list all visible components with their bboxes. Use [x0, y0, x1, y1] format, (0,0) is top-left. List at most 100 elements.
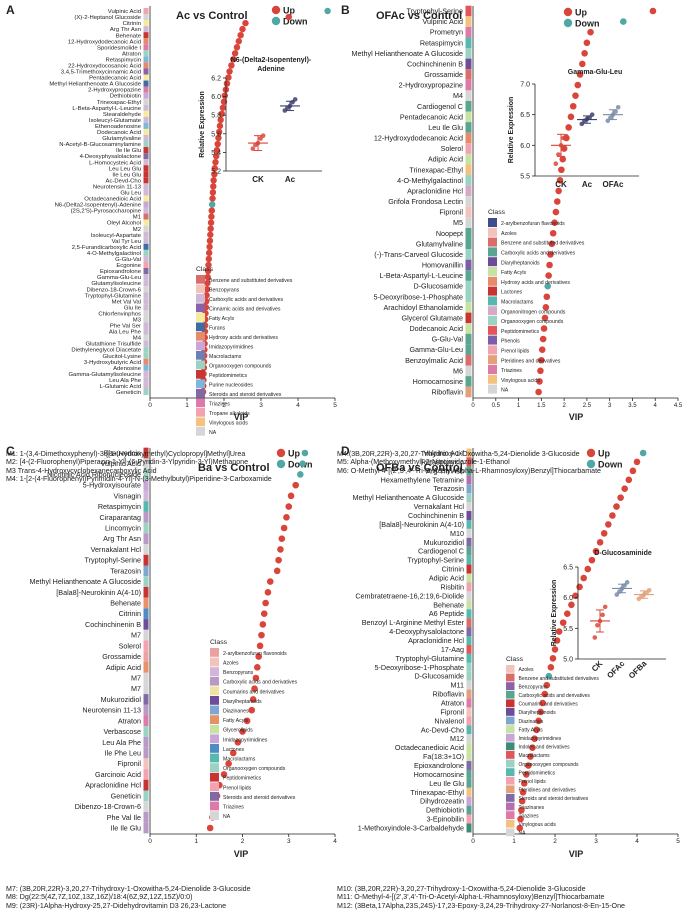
inset-sample-point [250, 146, 256, 151]
vip-point [287, 492, 295, 500]
class-legend-label: Diarylheptanoids [501, 260, 540, 266]
chart-title: Ba vs Control [198, 462, 270, 474]
vip-point [553, 637, 561, 644]
class-color-cell [465, 153, 472, 165]
class-legend-label: Azoles [223, 661, 239, 667]
class-legend-swatch [488, 325, 497, 335]
metabolite-label: Atraton [122, 51, 141, 57]
vip-point [297, 471, 304, 478]
class-color-cell [143, 479, 149, 491]
class-legend-label: Triazines [519, 813, 540, 819]
class-legend-label: Benzopyrans [209, 287, 240, 293]
inset-sample-point [553, 161, 559, 167]
metabolite-label: Methyl Helianthenoate A Glucoside [30, 577, 141, 586]
class-legend-swatch [196, 398, 205, 408]
class-color-cell [465, 227, 472, 239]
metabolite-label: Oleyl Alcohol [107, 221, 141, 227]
class-legend-swatch [488, 237, 497, 247]
class-legend-label: Steroids and steroid derivatives [209, 392, 282, 398]
vip-point [216, 122, 224, 130]
class-color-cell [465, 79, 472, 91]
x-tick-label: 1 [517, 403, 521, 409]
metabolite-label: Gamma-Glutamylisoleucine [68, 372, 141, 378]
metabolite-label: Mukurozidiol [424, 538, 465, 547]
class-legend-swatch [210, 734, 219, 744]
inset-sample-point [602, 604, 608, 610]
class-legend-label: Benzene and substituted derivatives [501, 241, 585, 247]
inset-sample-point [595, 622, 600, 628]
metabolite-label: Arg Thr Asn [426, 466, 464, 475]
class-legend-swatch [210, 763, 219, 772]
class-legend-swatch [488, 306, 497, 316]
class-color-cell [465, 69, 472, 80]
inset-sample-point [617, 589, 622, 594]
class-color-cell [465, 111, 472, 123]
vip-point [220, 771, 228, 778]
class-color-cell [465, 238, 472, 250]
vip-point [208, 201, 216, 208]
class-color-cell [143, 704, 149, 716]
class-color-cell [143, 286, 149, 293]
chart-title: OFBa vs Control [376, 462, 463, 474]
vip-point [221, 92, 228, 99]
vip-point [545, 672, 553, 680]
class-color-cell [143, 189, 149, 196]
metabolite-label: Val Tyr Leu [112, 239, 141, 245]
class-legend-swatch [506, 725, 515, 733]
metabolite-label: A6 Peptide [429, 609, 464, 618]
class-legend-label: Peptidomimetics [209, 373, 247, 379]
metabolite-label: Tryptophyl-Serine [407, 7, 463, 16]
x-tick-label: 4 [333, 838, 337, 845]
metabolite-label: Solerol [119, 641, 142, 650]
class-legend-label: Imidazopyrimidines [223, 737, 268, 743]
class-legend-label: Benzene and substituted derivatives [209, 278, 293, 284]
class-color-cell [143, 322, 149, 329]
metabolite-label: Retaspimycin [106, 57, 141, 63]
class-color-cell [143, 219, 149, 226]
class-color-cell [143, 104, 149, 111]
class-color-cell [143, 310, 149, 317]
class-legend-label: Triazines [223, 805, 244, 811]
vip-point [210, 183, 217, 190]
class-legend-label: Steroids and steroid derivatives [519, 796, 589, 802]
vip-point [533, 726, 540, 734]
metabolite-label: 4-Deoxyphysalolactone [389, 627, 464, 636]
class-color-cell [466, 680, 472, 690]
class-legend-swatch [196, 303, 205, 313]
vip-point [541, 690, 549, 698]
class-color-cell [466, 591, 472, 601]
vip-point [205, 249, 213, 257]
vip-point [225, 74, 232, 81]
metabolite-label: Phe Val Ser [110, 324, 141, 330]
class-color-cell [466, 796, 472, 806]
legend-down-label: Down [283, 17, 308, 27]
class-color-cell [143, 715, 149, 727]
vip-point [239, 728, 246, 735]
class-legend-label: Triazines [501, 368, 522, 374]
vip-point [231, 50, 239, 57]
inset-y-tick-label: 6.0 [211, 94, 221, 101]
vip-point [538, 346, 546, 353]
vip-point [235, 38, 243, 45]
metabolite-label: Fipronil [440, 707, 464, 716]
footnote: M6: O-Methyl-4-[(2',3',4'-Tri-O-Acetyl-A… [337, 466, 601, 475]
metabolite-label: Cardiogenol C [418, 547, 464, 556]
class-legend-swatch [210, 657, 219, 667]
metabolite-label: Glucitol-Lysine [102, 354, 141, 360]
class-legend-label: Prenol lipids [501, 348, 530, 354]
metabolite-label: Glutamylvaline [416, 239, 463, 248]
class-color-cell [466, 627, 472, 637]
class-legend-swatch [506, 819, 515, 828]
metabolite-label: Glu Ile [124, 305, 142, 311]
metabolite-label: Gamma-Glu-Leu [97, 275, 141, 281]
metabolite-label: Dethiobiotin [110, 94, 141, 100]
metabolite-label: Trinexapac-Ethyl [97, 100, 141, 106]
inset-group-label: CK [555, 180, 567, 189]
vip-point [555, 628, 563, 635]
x-axis-label: VIP [234, 849, 249, 859]
class-legend-label: Hydroxy acids and derivatives [209, 335, 278, 341]
metabolite-label: Risbitin [440, 582, 464, 591]
metabolite-label: G-Glu-Val [432, 335, 464, 344]
